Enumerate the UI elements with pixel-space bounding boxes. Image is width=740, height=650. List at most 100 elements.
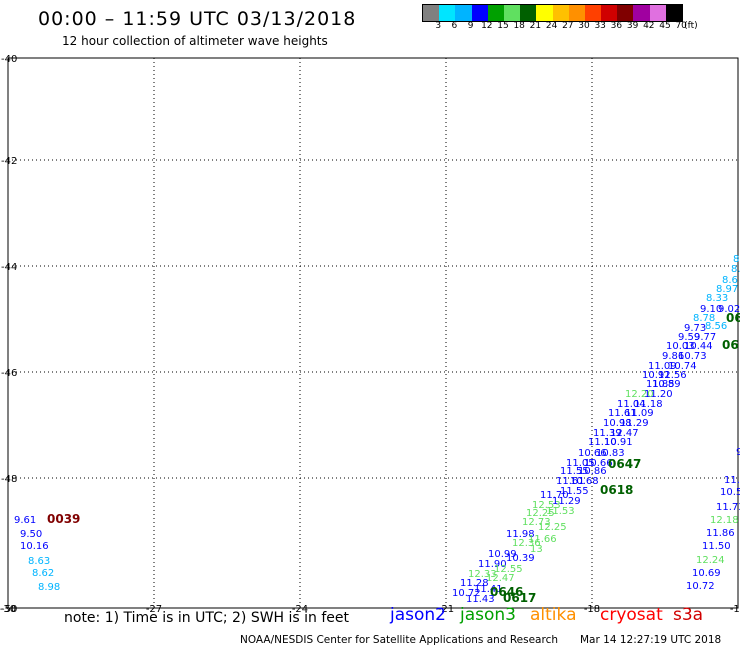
wave-height-reading: 11.39 xyxy=(593,428,622,439)
satellite-legend-jason2: jason2 xyxy=(390,605,446,625)
wave-height-reading: 10.66 xyxy=(578,448,607,459)
wave-height-reading: 10.39 xyxy=(506,553,535,564)
wave-height-reading: 11.86 xyxy=(706,528,735,539)
color-scale-label: 6 xyxy=(451,21,458,31)
wave-height-reading: 12.55 xyxy=(494,564,523,575)
color-scale-label: 27 xyxy=(562,21,574,31)
wave-height-reading: 13 xyxy=(530,544,543,555)
wave-height-reading: 11.09 xyxy=(648,361,677,372)
wave-height-reading: 11.98 xyxy=(506,529,535,540)
wave-height-reading: 9.73 xyxy=(684,323,706,334)
wave-height-reading: 12.24 xyxy=(696,555,725,566)
wave-height-reading: 11.61 xyxy=(556,476,585,487)
color-swatch xyxy=(584,5,602,21)
wave-height-reading: 10.66 xyxy=(584,458,613,469)
pass-time-label: 0617 xyxy=(503,591,536,605)
wave-height-reading: 10.99 xyxy=(488,549,517,560)
wave-height-reading: 11.09 xyxy=(625,408,654,419)
color-swatch xyxy=(423,5,440,21)
longitude-label: -24 xyxy=(292,604,308,615)
wave-height-reading: 9.10 xyxy=(700,304,722,315)
wave-height-reading: 10.03 xyxy=(666,341,695,352)
color-scale-label: 15 xyxy=(497,21,509,31)
color-swatch xyxy=(601,5,618,21)
color-scale-label: 36 xyxy=(610,21,623,31)
wave-height-reading: 9.50 xyxy=(20,529,42,540)
pass-time-label: 0647 xyxy=(608,457,641,471)
wave-height-reading: 10.98 xyxy=(603,418,632,429)
color-swatch xyxy=(617,5,634,21)
color-scale-label: 12 xyxy=(481,21,493,31)
wave-height-reading: 11.41 xyxy=(474,584,503,595)
satellite-legend-jason3: jason3 xyxy=(460,605,516,625)
longitude-label: -21 xyxy=(438,604,454,615)
wave-height-reading: 8.6 xyxy=(722,275,738,286)
color-scale-label: 33 xyxy=(594,21,606,31)
wave-height-reading: 11.28 xyxy=(460,578,489,589)
wave-height-reading: 12.20 xyxy=(625,389,654,400)
color-scale-label: 45 xyxy=(659,21,671,31)
wave-height-reading: 11.53 xyxy=(546,506,575,517)
color-swatch xyxy=(487,5,504,21)
latitude-label: -46 xyxy=(1,368,17,379)
longitude-label: -15 xyxy=(730,604,740,615)
wave-height-reading: 10.72 xyxy=(452,588,481,599)
color-scale-label: 30 xyxy=(578,21,590,31)
wave-height-reading: 11.61 xyxy=(608,408,637,419)
color-swatch xyxy=(520,5,537,21)
color-scale-label: 39 xyxy=(626,21,639,31)
color-scale-label: (ft) xyxy=(684,21,698,31)
wave-height-reading: 12.47 xyxy=(610,428,639,439)
color-swatch xyxy=(665,5,682,21)
color-scale-label: 9 xyxy=(467,21,474,31)
color-scale-label: 3 xyxy=(435,21,442,31)
wave-height-reading: 11.20 xyxy=(644,389,673,400)
wave-height-reading: 11.70 xyxy=(540,490,569,501)
wave-height-reading: 11.18 xyxy=(634,399,663,410)
wave-height-reading: 12.33 xyxy=(468,569,497,580)
color-scale-label: 70 xyxy=(675,21,687,31)
color-swatch xyxy=(503,5,521,21)
color-swatch xyxy=(471,5,488,21)
wave-height-reading: 10.86 xyxy=(578,466,607,477)
latitude-label: -44 xyxy=(1,262,17,273)
wave-height-reading: 8.63 xyxy=(28,556,50,567)
color-swatch xyxy=(439,5,456,21)
wave-height-reading: 9.61 xyxy=(14,515,36,526)
wave-height-reading: 9 xyxy=(736,447,740,458)
wave-height-reading: 12.25 xyxy=(538,522,567,533)
wave-height-reading: 11.05 xyxy=(566,458,595,469)
wave-height-reading: 9.59 xyxy=(678,332,700,343)
wave-height-reading: 11.73 xyxy=(716,502,740,513)
map-frame xyxy=(7,57,739,609)
wave-height-reading: 11.29 xyxy=(552,496,581,507)
wave-height-reading: 8.62 xyxy=(32,568,54,579)
wave-height-color-scale xyxy=(422,4,683,22)
color-swatch xyxy=(568,5,585,21)
pass-time-label: 0618 xyxy=(600,483,633,497)
wave-height-reading: 12.18 xyxy=(710,515,739,526)
color-swatch xyxy=(649,5,666,21)
color-swatch xyxy=(633,5,650,21)
wave-height-reading: 11.85 xyxy=(646,379,675,390)
pass-time-label: 0646 xyxy=(490,585,523,599)
wave-height-reading: 12.25 xyxy=(526,508,555,519)
wave-height-reading: 8.56 xyxy=(705,321,727,332)
credit-line: NOAA/NESDIS Center for Satellite Applica… xyxy=(240,634,558,646)
wave-height-reading: 12.53 xyxy=(532,500,561,511)
wave-height-reading: 11.04 xyxy=(617,399,646,410)
color-swatch xyxy=(536,5,553,21)
wave-height-reading: 12.73 xyxy=(522,517,551,528)
wave-height-reading: 11.50 xyxy=(702,541,731,552)
satellite-legend-cryosat: cryosat xyxy=(600,605,663,625)
wave-height-reading: 11.90 xyxy=(478,559,507,570)
wave-height-reading: 12.36 xyxy=(512,538,541,549)
wave-height-reading: 8.98 xyxy=(38,582,60,593)
wave-height-reading: 11.29 xyxy=(620,418,649,429)
wave-height-reading: 12.47 xyxy=(486,573,515,584)
latitude-label: -40 xyxy=(1,54,17,65)
wave-height-reading: 10.74 xyxy=(668,361,697,372)
wave-height-reading: 9.86 xyxy=(662,351,684,362)
wave-height-reading: 9.02 xyxy=(718,304,740,315)
